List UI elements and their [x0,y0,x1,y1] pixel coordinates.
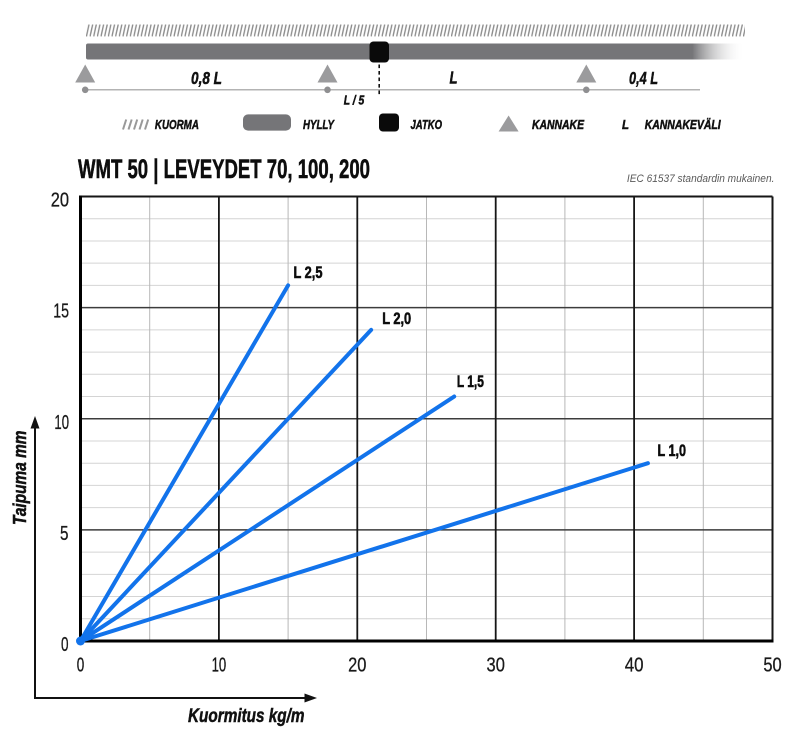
svg-text:0: 0 [77,654,85,677]
svg-text:KANNAKEVÄLI: KANNAKEVÄLI [645,117,721,132]
svg-text:WMT 50 | LEVEYDET 70, 100, 200: WMT 50 | LEVEYDET 70, 100, 200 [78,154,370,184]
svg-text:IEC 61537 standardin mukainen.: IEC 61537 standardin mukainen. [627,173,775,185]
svg-text:0: 0 [61,633,69,656]
svg-text:Taipuma mm: Taipuma mm [9,431,30,526]
svg-text:KUORMA: KUORMA [155,117,199,132]
svg-text:20: 20 [348,654,366,677]
svg-text:L 2,5: L 2,5 [294,263,323,282]
svg-text:L: L [622,117,629,132]
svg-text:L 1,0: L 1,0 [658,441,687,460]
svg-text:15: 15 [53,300,69,323]
svg-text:0,4 L: 0,4 L [629,68,658,88]
svg-text:10: 10 [212,654,227,677]
svg-text:L / 5: L / 5 [344,93,365,108]
svg-text:L 1,5: L 1,5 [457,372,484,391]
svg-text:30: 30 [487,654,505,677]
svg-text:0,8 L: 0,8 L [191,68,222,88]
svg-text:L: L [450,68,458,88]
svg-text:KANNAKE: KANNAKE [532,117,584,132]
svg-text:20: 20 [51,189,69,212]
svg-text:50: 50 [763,654,781,677]
svg-text:5: 5 [60,522,69,545]
svg-text:40: 40 [625,654,644,677]
svg-text:Kuormitus kg/m: Kuormitus kg/m [188,705,305,727]
svg-text:L 2,0: L 2,0 [382,309,411,328]
svg-text:HYLLY: HYLLY [303,117,335,132]
svg-text:JATKO: JATKO [411,117,443,132]
svg-text:10: 10 [54,411,69,434]
